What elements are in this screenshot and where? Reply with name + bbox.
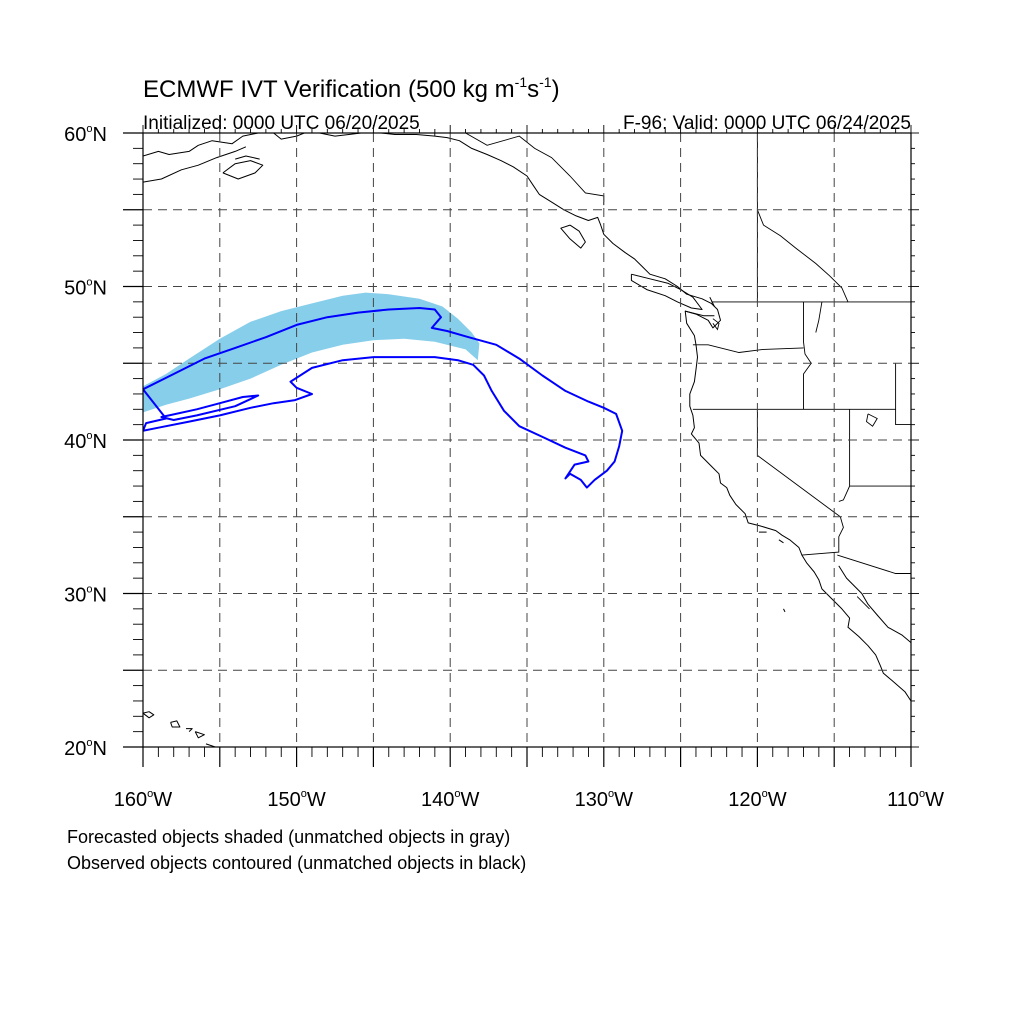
axis-ticks [123, 125, 919, 767]
lake-outline [712, 318, 720, 331]
coastline [783, 608, 786, 613]
coastline [381, 133, 911, 702]
observed-object-contour-inner [160, 394, 260, 421]
political-boundary [837, 554, 911, 574]
legend-forecast-note: Forecasted objects shaded (unmatched obj… [67, 827, 510, 847]
coastline [143, 711, 155, 719]
lake-outline [866, 413, 878, 427]
coastline [143, 133, 259, 157]
political-boundary [756, 409, 844, 556]
lon-label: 130oW [575, 788, 634, 811]
lat-label: 30oN [64, 584, 107, 607]
political-boundary [815, 301, 823, 333]
lat-label: 50oN [64, 277, 107, 300]
coastline [186, 728, 193, 732]
political-boundary [803, 301, 812, 410]
coastline [205, 743, 217, 747]
forecast-object-shading [143, 292, 480, 413]
political-boundary [465, 133, 605, 206]
lon-label: 120oW [728, 788, 787, 811]
lat-label: 60oN [64, 123, 107, 146]
coastline [143, 146, 247, 183]
lon-label: 160oW [114, 788, 173, 811]
coastline [222, 160, 264, 180]
lat-label: 20oN [64, 737, 107, 760]
lon-label: 140oW [421, 788, 480, 811]
coastline [319, 133, 362, 137]
political-boundary [756, 209, 849, 303]
lat-label: 40oN [64, 430, 107, 453]
subtitle-valid: F-96: Valid: 0000 UTC 06/24/2025 [623, 113, 911, 134]
observed-objects [143, 307, 624, 489]
political-boundary [838, 409, 851, 502]
coastline [273, 133, 305, 140]
political-boundary [692, 344, 804, 353]
coastlines [143, 133, 911, 747]
coastline [778, 539, 784, 544]
coastline [170, 720, 181, 728]
forecast-objects [143, 292, 480, 413]
subtitle-initialized: Initialized: 0000 UTC 06/20/2025 [143, 113, 420, 134]
coastline [630, 273, 703, 310]
map-title: ECMWF IVT Verification (500 kg m-1s-1) [143, 74, 560, 103]
legend-observed-note: Observed objects contoured (unmatched ob… [67, 853, 526, 873]
political-boundary [895, 363, 911, 426]
coastline [560, 224, 586, 249]
coastline [685, 310, 715, 317]
coastline [235, 155, 260, 160]
lon-label: 150oW [267, 788, 326, 811]
axis-labels: 60oN 50oN 40oN 30oN 20oN 160oW 150oW 140oW 130oW… [64, 123, 944, 811]
observed-object-contour [143, 307, 624, 489]
coastline [194, 731, 205, 739]
grid-lines [143, 133, 911, 747]
coastline [838, 565, 911, 643]
lon-label: 110oW [887, 788, 944, 811]
plot-area [143, 133, 911, 747]
political-boundary [856, 596, 870, 610]
